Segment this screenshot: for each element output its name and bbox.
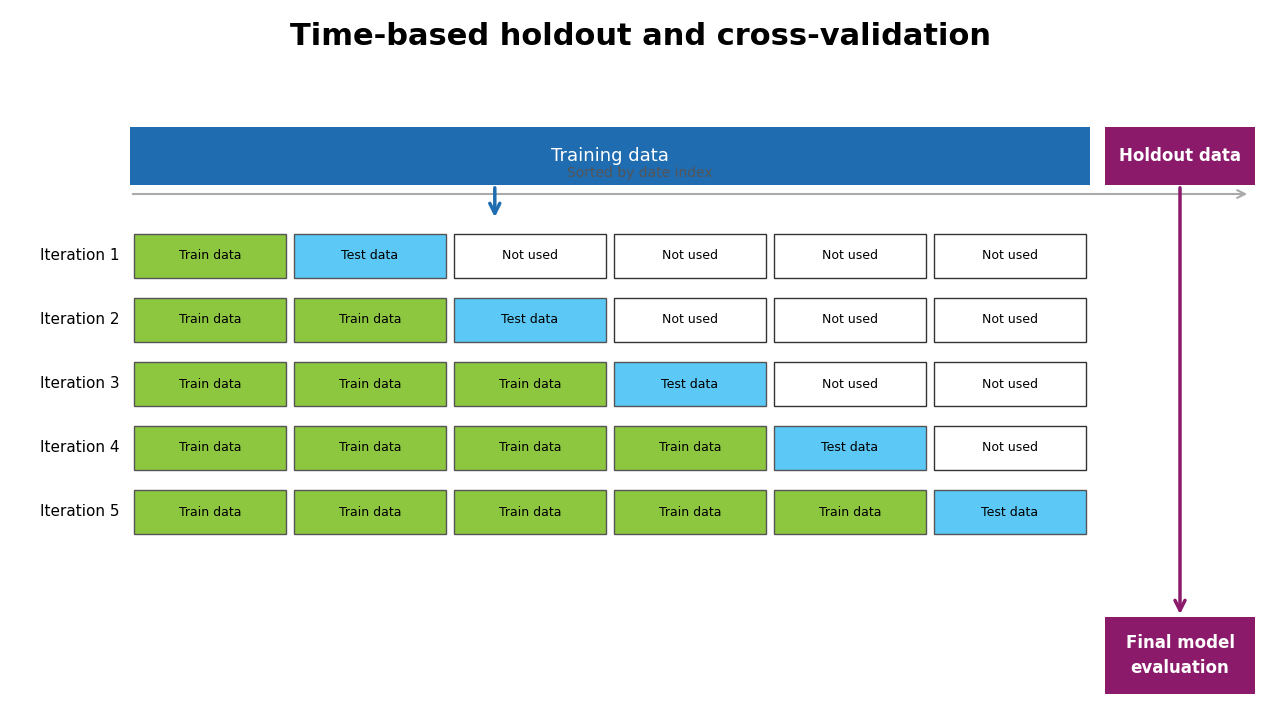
Bar	[131, 127, 1091, 185]
Text: Train data: Train data	[659, 441, 721, 454]
Text: Train data: Train data	[819, 506, 881, 518]
Text: Iteration 4: Iteration 4	[41, 441, 120, 456]
Bar	[774, 362, 925, 406]
Text: Train data: Train data	[179, 441, 241, 454]
Bar	[774, 426, 925, 470]
Text: Test data: Test data	[822, 441, 878, 454]
Bar	[294, 490, 445, 534]
Text: Not used: Not used	[822, 249, 878, 263]
Bar	[454, 234, 605, 278]
Text: Time-based holdout and cross-validation: Time-based holdout and cross-validation	[289, 22, 991, 51]
Text: Train data: Train data	[499, 506, 561, 518]
Bar	[934, 362, 1085, 406]
Bar	[614, 490, 765, 534]
Text: Final model
evaluation: Final model evaluation	[1125, 634, 1234, 677]
Text: Not used: Not used	[982, 441, 1038, 454]
Bar	[774, 298, 925, 342]
Text: Holdout data: Holdout data	[1119, 147, 1242, 165]
Text: Train data: Train data	[179, 313, 241, 327]
Bar	[774, 490, 925, 534]
Text: Sorted by date index: Sorted by date index	[567, 166, 713, 180]
Text: Iteration 2: Iteration 2	[41, 313, 120, 328]
Text: Train data: Train data	[499, 377, 561, 390]
Bar	[934, 234, 1085, 278]
Text: Not used: Not used	[502, 249, 558, 263]
Text: Test data: Test data	[662, 377, 718, 390]
Text: Train data: Train data	[339, 506, 401, 518]
Bar	[934, 490, 1085, 534]
Bar	[614, 426, 765, 470]
Text: Train data: Train data	[179, 249, 241, 263]
Text: Train data: Train data	[339, 441, 401, 454]
Bar	[614, 298, 765, 342]
Text: Test data: Test data	[342, 249, 398, 263]
Bar	[134, 426, 285, 470]
Text: Train data: Train data	[179, 377, 241, 390]
Text: Test data: Test data	[982, 506, 1038, 518]
Text: Not used: Not used	[822, 377, 878, 390]
Text: Not used: Not used	[982, 313, 1038, 327]
Bar	[614, 234, 765, 278]
Text: Not used: Not used	[822, 313, 878, 327]
Text: Not used: Not used	[982, 249, 1038, 263]
Text: Iteration 1: Iteration 1	[41, 248, 120, 263]
Bar	[294, 362, 445, 406]
Bar	[934, 426, 1085, 470]
Bar	[1105, 127, 1254, 185]
Bar	[294, 298, 445, 342]
Text: Not used: Not used	[662, 249, 718, 263]
Bar	[294, 234, 445, 278]
Text: Train data: Train data	[339, 377, 401, 390]
Bar	[134, 298, 285, 342]
Bar	[454, 490, 605, 534]
Text: Train data: Train data	[179, 506, 241, 518]
Text: Not used: Not used	[662, 313, 718, 327]
Bar	[134, 234, 285, 278]
Bar	[454, 426, 605, 470]
Text: Training data: Training data	[552, 147, 669, 165]
Bar	[1105, 617, 1254, 694]
Text: Train data: Train data	[339, 313, 401, 327]
Text: Not used: Not used	[982, 377, 1038, 390]
Text: Iteration 5: Iteration 5	[41, 505, 120, 520]
Bar	[134, 490, 285, 534]
Bar	[934, 298, 1085, 342]
Text: Test data: Test data	[502, 313, 558, 327]
Bar	[454, 362, 605, 406]
Text: Train data: Train data	[499, 441, 561, 454]
Bar	[614, 362, 765, 406]
Text: Iteration 3: Iteration 3	[41, 377, 120, 392]
Text: Train data: Train data	[659, 506, 721, 518]
Bar	[454, 298, 605, 342]
Bar	[134, 362, 285, 406]
Bar	[774, 234, 925, 278]
Bar	[294, 426, 445, 470]
